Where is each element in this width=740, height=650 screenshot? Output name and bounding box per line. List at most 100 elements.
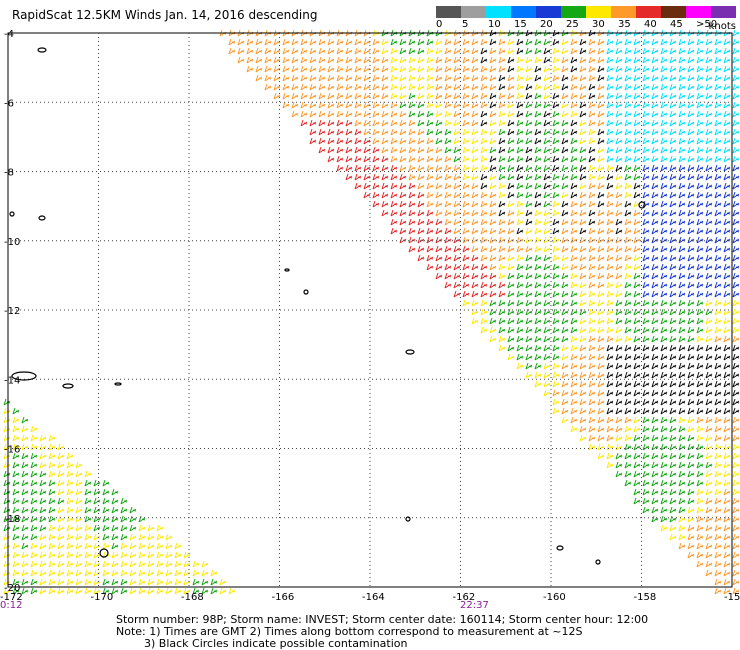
wind-barb [21,434,29,442]
wind-barb [399,128,407,136]
wind-barb [651,308,659,316]
wind-barb [84,533,92,541]
wind-barb [624,353,632,361]
wind-barb [588,65,596,73]
wind-barb [669,263,677,271]
wind-barb [525,218,533,226]
wind-barb [633,416,641,424]
wind-barb [309,47,317,55]
wind-barb [552,47,560,55]
wind-barb [534,245,542,253]
wind-barb [453,65,461,73]
wind-barb [642,146,650,154]
wind-barb [39,569,47,577]
wind-barb [372,65,380,73]
wind-barb [606,452,614,460]
wind-barb [84,569,92,577]
wind-barb [615,434,623,442]
wind-barb [678,47,686,55]
wind-barb [300,38,308,46]
wind-barb [498,344,506,352]
wind-barb [534,272,542,280]
wind-barb [615,263,623,271]
wind-barb [651,83,659,91]
wind-barb [471,299,479,307]
legend-label: 20 [540,19,553,30]
wind-barb [561,56,569,64]
wind-barb [642,155,650,163]
wind-barb [93,479,101,487]
wind-barb [660,344,668,352]
wind-barb [714,83,722,91]
wind-barb [732,452,740,460]
wind-barb [372,110,380,118]
wind-barb [525,164,533,172]
wind-barb [696,182,704,190]
wind-barb [534,182,542,190]
wind-barb [84,506,92,514]
wind-barb [705,434,713,442]
wind-barb [660,47,668,55]
wind-barb [588,443,596,451]
wind-barb [597,425,605,433]
wind-barb [516,290,524,298]
wind-barb [516,227,524,235]
wind-barb [534,317,542,325]
wind-barb [624,164,632,172]
wind-barb [66,587,74,595]
wind-barb [147,551,155,559]
wind-barb [660,497,668,505]
wind-barb [705,83,713,91]
wind-barb [111,506,119,514]
wind-barb [498,38,506,46]
wind-barb [579,317,587,325]
lat-label: -10 [4,237,20,248]
wind-barb [30,497,38,505]
wind-barb [732,389,740,397]
wind-barb [570,371,578,379]
wind-barb [48,569,56,577]
wind-barb [561,83,569,91]
wind-barb [624,479,632,487]
wind-barb [336,155,344,163]
wind-barb [21,497,29,505]
wind-barb [66,560,74,568]
wind-barb [435,263,443,271]
wind-barb [705,155,713,163]
wind-barb [642,461,650,469]
wind-barb [732,533,740,541]
wind-barb [597,38,605,46]
wind-barb [714,236,722,244]
wind-barb [570,317,578,325]
wind-barb [714,164,722,172]
wind-barb [660,443,668,451]
wind-barb [444,254,452,262]
wind-barb [633,74,641,82]
wind-barb [633,353,641,361]
wind-barb [561,38,569,46]
wind-barb [534,74,542,82]
wind-barb [462,182,470,190]
wind-barb [12,578,20,586]
wind-barb [309,92,317,100]
wind-barb [543,146,551,154]
wind-barb [444,191,452,199]
wind-barb [408,137,416,145]
wind-barb [687,488,695,496]
wind-barb [525,263,533,271]
wind-barb [12,434,20,442]
wind-barb [372,182,380,190]
wind-barb [678,542,686,550]
wind-barb [408,164,416,172]
wind-barb [588,326,596,334]
wind-barb [597,182,605,190]
wind-barb [390,92,398,100]
island-outline [595,559,601,565]
wind-barb [408,173,416,181]
wind-barb [48,560,56,568]
wind-barb [480,92,488,100]
wind-barb [534,92,542,100]
wind-barb [588,200,596,208]
wind-barb [651,128,659,136]
wind-barb [498,290,506,298]
